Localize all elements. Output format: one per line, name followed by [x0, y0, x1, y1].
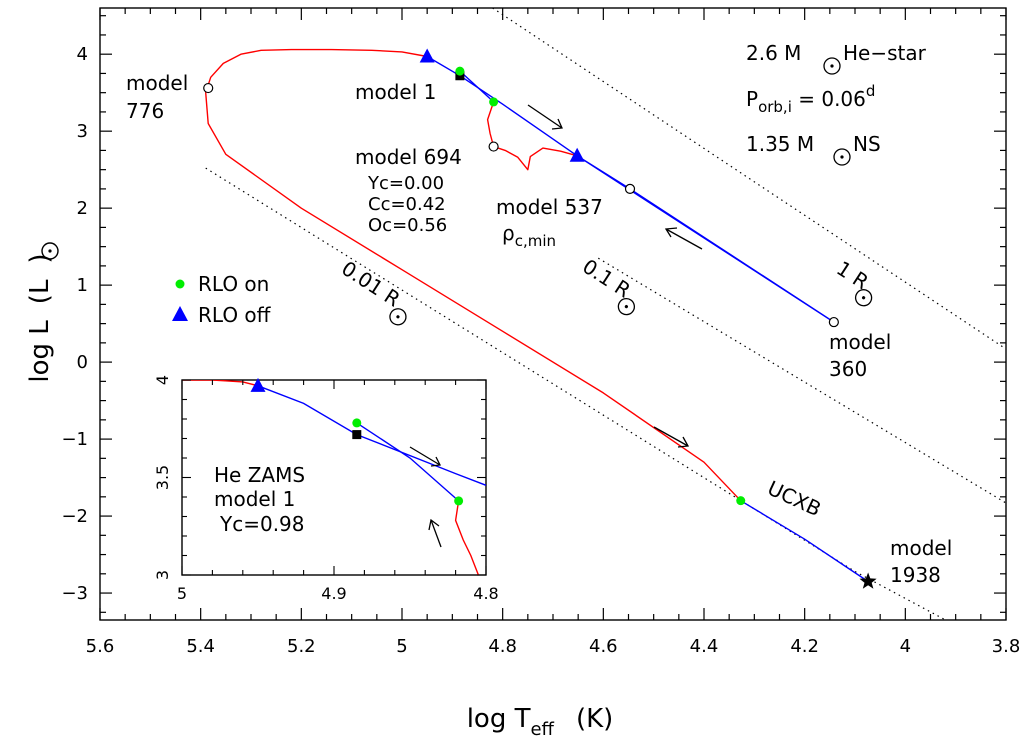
- axis-ticks: [99, 8, 1007, 620]
- zams-square-marker: [455, 71, 465, 81]
- model-694-marker: [488, 141, 499, 152]
- inset-zams-square: [352, 430, 362, 440]
- x-tick-label: 4.6: [589, 636, 618, 657]
- y-tick-label: 2: [77, 198, 88, 219]
- y-tick-label: −1: [61, 429, 88, 450]
- radius-line-1: [597, 257, 1006, 504]
- radius-line-0: [492, 8, 1006, 350]
- rlo-off-marker: [569, 147, 585, 162]
- model-776-marker: [203, 82, 214, 94]
- y-tick-labels: 4 3 2 1 0 −1 −2 −3: [61, 44, 88, 604]
- svg-text:model: model: [126, 71, 188, 95]
- x-tick-label: 4.8: [488, 636, 517, 657]
- svg-text:NS: NS: [853, 132, 881, 156]
- svg-text:1 R: 1 R: [832, 256, 873, 294]
- inset-frame: [181, 379, 487, 576]
- x-axis-label: log Teff (K): [467, 704, 614, 739]
- system-annotation: 2.6 M He−star Porb,i = 0.06d 1.35 M NS: [746, 41, 927, 166]
- inset-rlo-on-marker: [454, 496, 464, 506]
- legend-rlo-off-label: RLO off: [198, 303, 272, 327]
- svg-text:1938: 1938: [890, 563, 941, 587]
- inset-arrows: [409, 446, 442, 548]
- y-tick-label: 1: [77, 275, 88, 296]
- arrow-middle-left: [664, 227, 703, 250]
- x-tick-label: 5.4: [186, 636, 215, 657]
- y-tick-label: 3: [77, 121, 88, 142]
- y-tick-label: 0: [77, 352, 88, 373]
- x-tick-label: 5.2: [287, 636, 316, 657]
- svg-text:model 537: model 537: [496, 195, 603, 219]
- track-segment-4: [426, 55, 578, 157]
- radius-lines: [205, 8, 1006, 620]
- inset-plot: 5 4.9 4.8 3 3.5 4 He ZAMS model 1 Yc=0.98: [153, 375, 499, 603]
- svg-text:He−star: He−star: [843, 41, 927, 65]
- x-tick-label: 4.4: [690, 636, 719, 657]
- inset-track-3: [454, 500, 480, 575]
- inset-label-yc: Yc=0.98: [219, 512, 305, 536]
- inset-rlo-off-marker: [250, 377, 266, 392]
- svg-text:0.01 R: 0.01 R: [337, 256, 404, 311]
- svg-text:0.1 R: 0.1 R: [578, 254, 635, 303]
- track-segment-6: [576, 155, 835, 323]
- inset-y-tick-label: 3: [153, 570, 172, 580]
- model-1938-star-marker: [859, 572, 877, 589]
- inset-y-tick-label: 4: [153, 375, 172, 385]
- x-tick-label: 5.6: [86, 636, 115, 657]
- model-360-marker: [828, 316, 839, 328]
- svg-text:model: model: [829, 330, 891, 354]
- x-tick-label: 5: [396, 636, 407, 657]
- rlo-on-marker: [455, 66, 465, 76]
- y-tick-label: −2: [61, 506, 88, 527]
- rlo-on-marker: [489, 97, 499, 107]
- arrow-upper-right: [527, 104, 563, 130]
- inset-x-tick-label: 5: [177, 584, 187, 603]
- svg-text:1.35 M: 1.35 M: [746, 132, 814, 156]
- svg-text:model 694: model 694: [355, 145, 462, 169]
- svg-text:UCXB: UCXB: [764, 476, 825, 521]
- svg-text:log L(L): log L(L): [25, 253, 55, 382]
- svg-text:Porb,i = 0.06d: Porb,i = 0.06d: [746, 82, 875, 116]
- y-axis-label: log L(L): [25, 242, 59, 383]
- legend-rlo-on-label: RLO on: [198, 272, 269, 296]
- svg-text:2.6 M: 2.6 M: [746, 41, 801, 65]
- legend: RLO on RLO off: [172, 272, 272, 327]
- inset-rlo-on-marker: [352, 418, 362, 428]
- x-tick-labels: 5.6 5.4 5.2 5 4.8 4.6 4.4 4.2 4 3.8: [86, 636, 1021, 657]
- legend-rlo-off-marker: [172, 306, 188, 321]
- svg-text:model: model: [890, 536, 952, 560]
- x-tick-label: 3.8: [992, 636, 1021, 657]
- legend-rlo-on-marker: [175, 279, 185, 289]
- inset-track-2: [356, 422, 460, 502]
- track-segment-3: [486, 101, 578, 171]
- inset-x-tick-label: 4.8: [473, 584, 498, 603]
- inset-track-0: [182, 380, 259, 387]
- x-tick-label: 4: [900, 636, 911, 657]
- track-segment-7: [740, 500, 869, 583]
- svg-text:Oc=0.56: Oc=0.56: [368, 215, 447, 236]
- x-tick-label: 4.2: [790, 636, 819, 657]
- svg-text:ρc,min: ρc,min: [502, 221, 556, 250]
- model-537-marker: [624, 183, 636, 195]
- arrow-lower-right: [653, 426, 690, 448]
- inset-y-tick-label: 3.5: [153, 465, 172, 490]
- rlo-on-marker: [736, 496, 746, 506]
- y-sun-symbol: [41, 242, 59, 260]
- svg-text:776: 776: [126, 99, 164, 123]
- model-labels: model 776 model 1 model 694 Yc=0.00 Cc=0…: [126, 71, 952, 587]
- markers: [203, 48, 877, 589]
- direction-arrows: [527, 104, 703, 448]
- track-segment-5: [459, 70, 495, 103]
- svg-text:model 1: model 1: [355, 80, 436, 104]
- svg-text:Yc=0.00: Yc=0.00: [367, 173, 444, 194]
- y-tick-label: 4: [77, 44, 88, 65]
- y-tick-label: −3: [61, 583, 88, 604]
- rlo-off-marker: [419, 48, 435, 63]
- inset-x-tick-label: 4.9: [321, 584, 346, 603]
- svg-text:360: 360: [829, 357, 867, 381]
- inset-label-model1: model 1: [214, 487, 295, 511]
- svg-text:Cc=0.42: Cc=0.42: [368, 194, 446, 215]
- inset-label-zams: He ZAMS: [214, 463, 305, 487]
